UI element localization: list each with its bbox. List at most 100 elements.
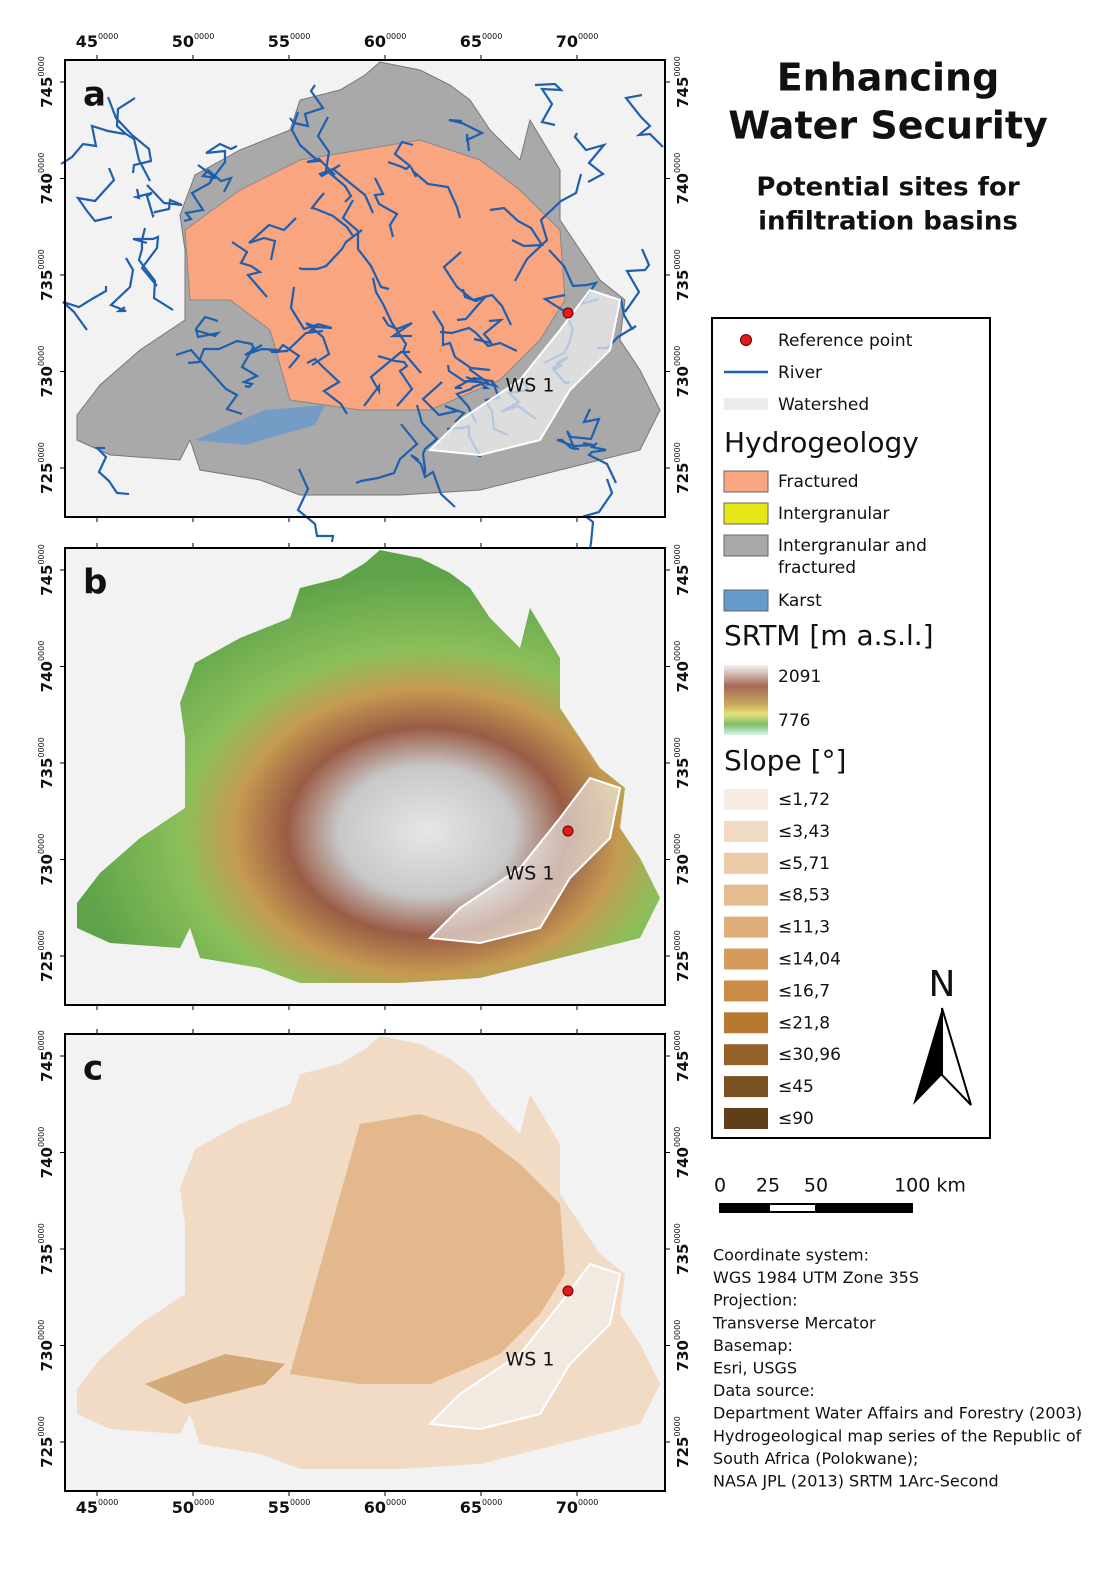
legend-heading: Slope [°] xyxy=(724,744,846,777)
title: Enhancing xyxy=(777,56,1000,100)
y-tick-label: 7400000 xyxy=(37,1127,56,1179)
legend-label: ≤1,72 xyxy=(778,790,830,810)
reference-point xyxy=(563,826,573,836)
x-tick-label: 600000 xyxy=(364,1498,407,1517)
x-tick-label: 450000 xyxy=(76,1498,119,1517)
x-tick-main: 70 xyxy=(556,32,578,51)
reference-point xyxy=(563,1286,573,1296)
x-tick-main: 55 xyxy=(268,32,290,51)
y-tick-label: 7250000 xyxy=(673,1416,692,1468)
y-tick-main: 745 xyxy=(38,565,56,596)
x-tick-sup: 0000 xyxy=(98,32,118,41)
x-tick-main: 65 xyxy=(460,1498,482,1517)
y-tick-label: 7250000 xyxy=(673,442,692,494)
y-tick-sup: 0000 xyxy=(673,56,682,76)
y-tick-sup: 0000 xyxy=(673,930,682,950)
legend-swatch xyxy=(724,980,768,1001)
y-tick-main: 745 xyxy=(674,565,692,596)
legend-swatch xyxy=(724,471,768,492)
y-tick-sup: 0000 xyxy=(673,249,682,269)
scale-label: 0 xyxy=(714,1175,726,1197)
y-tick-main: 745 xyxy=(38,77,56,108)
x-tick-main: 60 xyxy=(364,32,386,51)
y-tick-sup: 0000 xyxy=(37,1320,46,1340)
x-tick-label: 700000 xyxy=(556,32,599,51)
legend-swatch xyxy=(724,590,768,611)
y-tick-main: 735 xyxy=(674,1244,692,1275)
legend-label: Karst xyxy=(778,591,822,611)
legend-swatch xyxy=(724,885,768,906)
y-tick-main: 745 xyxy=(674,77,692,108)
y-tick-sup: 0000 xyxy=(37,1416,46,1436)
y-tick-label: 7450000 xyxy=(37,544,56,596)
legend-swatch xyxy=(724,917,768,938)
y-tick-sup: 0000 xyxy=(673,1030,682,1050)
legend-point xyxy=(741,335,752,346)
legend-label: Reference point xyxy=(778,331,913,351)
y-tick-main: 725 xyxy=(674,951,692,982)
y-tick-sup: 0000 xyxy=(673,1416,682,1436)
y-tick-sup: 0000 xyxy=(37,544,46,564)
x-tick-sup: 0000 xyxy=(194,32,214,41)
legend-label: ≤14,04 xyxy=(778,950,841,970)
x-tick-main: 70 xyxy=(556,1498,578,1517)
x-tick-sup: 0000 xyxy=(98,1498,118,1507)
y-tick-label: 7450000 xyxy=(673,56,692,108)
y-tick-sup: 0000 xyxy=(673,544,682,564)
y-tick-main: 730 xyxy=(38,366,56,397)
x-tick-label: 600000 xyxy=(364,32,407,51)
watershed-label: WS 1 xyxy=(506,1349,555,1371)
y-tick-label: 7450000 xyxy=(37,1030,56,1082)
legend-swatch xyxy=(724,1108,768,1129)
y-tick-main: 740 xyxy=(38,173,56,204)
legend-label: Fractured xyxy=(778,472,859,492)
y-tick-sup: 0000 xyxy=(673,1223,682,1243)
y-tick-label: 7450000 xyxy=(37,56,56,108)
x-tick-sup: 0000 xyxy=(194,1498,214,1507)
y-tick-main: 730 xyxy=(38,854,56,885)
legend-label: ≤5,71 xyxy=(778,854,830,874)
legend-label: ≤16,7 xyxy=(778,981,830,1001)
scale-seg xyxy=(769,1204,816,1212)
x-tick-main: 65 xyxy=(460,32,482,51)
scale-label: 25 xyxy=(756,1175,780,1197)
y-tick-label: 7250000 xyxy=(673,930,692,982)
panel-label: c xyxy=(83,1049,103,1089)
legend-label: Intergranular and xyxy=(778,536,927,556)
legend-swatch xyxy=(724,789,768,810)
legend-label: River xyxy=(778,363,822,383)
y-tick-sup: 0000 xyxy=(37,56,46,76)
x-tick-sup: 0000 xyxy=(578,32,598,41)
y-tick-main: 740 xyxy=(674,661,692,692)
y-tick-sup: 0000 xyxy=(673,641,682,661)
x-tick-main: 50 xyxy=(172,1498,194,1517)
y-tick-label: 7400000 xyxy=(673,153,692,205)
y-tick-label: 7350000 xyxy=(37,249,56,301)
legend-swatch xyxy=(724,535,768,556)
reference-point xyxy=(563,308,573,318)
y-tick-label: 7250000 xyxy=(37,930,56,982)
y-tick-sup: 0000 xyxy=(37,641,46,661)
y-tick-main: 730 xyxy=(674,366,692,397)
legend-swatch xyxy=(724,1076,768,1097)
legend-swatch xyxy=(724,1012,768,1033)
legend-label: ≤3,43 xyxy=(778,822,830,842)
legend-watershed xyxy=(724,398,768,410)
note: Basemap: xyxy=(713,1336,793,1355)
y-tick-sup: 0000 xyxy=(37,346,46,366)
y-tick-main: 735 xyxy=(38,758,56,789)
scale-label: 100 km xyxy=(894,1175,966,1197)
y-tick-sup: 0000 xyxy=(37,1030,46,1050)
y-tick-sup: 0000 xyxy=(673,834,682,854)
legend-label: 2091 xyxy=(778,667,821,687)
x-tick-sup: 0000 xyxy=(290,32,310,41)
y-tick-sup: 0000 xyxy=(673,346,682,366)
y-tick-main: 735 xyxy=(38,1244,56,1275)
y-tick-main: 745 xyxy=(38,1051,56,1082)
y-tick-label: 7450000 xyxy=(673,1030,692,1082)
y-tick-sup: 0000 xyxy=(37,1223,46,1243)
legend-label: Intergranular xyxy=(778,504,889,524)
note: Coordinate system: xyxy=(713,1246,869,1265)
y-tick-main: 725 xyxy=(38,463,56,494)
legend-label: ≤90 xyxy=(778,1109,814,1129)
